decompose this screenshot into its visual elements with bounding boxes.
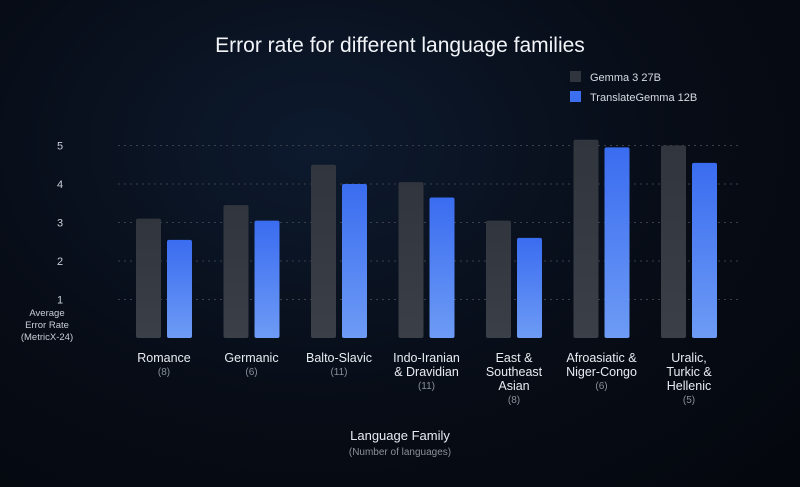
y-tick-label: 5: [57, 141, 63, 153]
y-axis-label-line: Average: [29, 308, 64, 319]
chart-title: Error rate for different language famili…: [215, 34, 585, 57]
bar-gemma-3-27b: [136, 218, 161, 338]
bar-translategemma-12b: [167, 239, 192, 338]
bar-translategemma-12b: [517, 237, 542, 338]
category-label: Niger-Congo: [566, 365, 637, 379]
y-tick-label: 1: [57, 295, 63, 307]
category-count: (8): [508, 395, 520, 406]
bar-gemma-3-27b: [573, 139, 599, 338]
bar-gemma-3-27b: [398, 182, 424, 338]
category-label: Afroasiatic &: [566, 351, 637, 365]
category-label: Indo-Iranian: [393, 351, 460, 365]
legend-swatch: [570, 71, 581, 82]
category-label: Turkic &: [666, 365, 712, 379]
bar-gemma-3-27b: [223, 205, 249, 338]
category-label: Southeast: [486, 365, 543, 379]
bar-gemma-3-27b: [661, 145, 686, 338]
category-count: (11): [330, 367, 347, 378]
category-label: Romance: [137, 351, 191, 365]
category-count: (11): [418, 381, 435, 392]
category-label: Hellenic: [667, 379, 711, 393]
x-axis-sublabel: (Number of languages): [349, 447, 451, 458]
bar-translategemma-12b: [604, 147, 630, 338]
category-count: (6): [245, 367, 257, 378]
y-axis-ticks: 1 2 3 4 5: [57, 141, 63, 307]
category-label: East &: [496, 351, 533, 365]
x-axis-categories: Romance (8) Germanic (6) Balto-Slavic (11) Ind…: [137, 351, 712, 406]
y-tick-label: 2: [57, 256, 63, 268]
bar-translategemma-12b: [692, 162, 717, 338]
bar-gemma-3-27b: [311, 164, 336, 338]
y-axis-label-line: Error Rate: [25, 320, 69, 331]
bar-translategemma-12b: [342, 184, 367, 338]
y-axis-label-line: (MetricX-24): [21, 332, 73, 343]
legend-swatch: [570, 91, 581, 102]
legend-label: Gemma 3 27B: [590, 72, 661, 84]
category-count: (8): [158, 367, 170, 378]
y-tick-label: 3: [57, 218, 63, 230]
category-label: Uralic,: [671, 351, 706, 365]
y-tick-label: 4: [57, 179, 63, 191]
x-axis-label: Language Family: [350, 428, 450, 443]
category-label: Asian: [498, 379, 529, 393]
category-label: Balto-Slavic: [306, 351, 372, 365]
bar-translategemma-12b: [429, 197, 455, 338]
bar-translategemma-12b: [254, 220, 280, 338]
category-count: (5): [683, 395, 695, 406]
chart-legend: Gemma 3 27B TranslateGemma 12B: [570, 71, 697, 104]
category-count: (6): [595, 381, 607, 392]
bars: [136, 139, 717, 338]
legend-label: TranslateGemma 12B: [590, 92, 697, 104]
category-label: & Dravidian: [394, 365, 459, 379]
category-label: Germanic: [224, 351, 278, 365]
bar-gemma-3-27b: [486, 220, 511, 338]
